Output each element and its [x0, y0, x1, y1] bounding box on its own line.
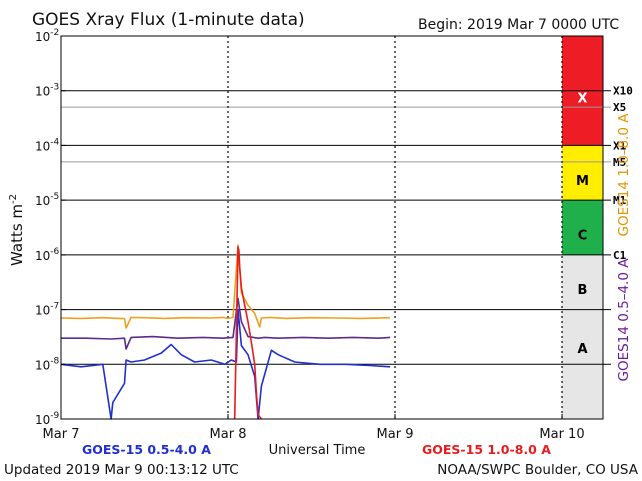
series-line-2: [61, 297, 391, 350]
y-tick-label: 10-3: [35, 83, 59, 99]
x-tick-label: Mar 9: [377, 427, 414, 442]
series-line-4: [233, 246, 263, 420]
x-tick-label: Mar 8: [210, 427, 247, 442]
y-axis: 10-9 10-8 10-7 10-6 10-5 10-4 10-3 10-2: [35, 28, 66, 427]
class-label-a: A: [577, 342, 587, 357]
y-tick-label: 10-6: [35, 247, 60, 263]
y-tick-label: 10-8: [35, 356, 60, 372]
y-axis-label-base: Watts m: [8, 204, 26, 266]
x-tick-label: Mar 10: [539, 427, 584, 442]
begin-time: Begin: 2019 Mar 7 0000 UTC: [418, 17, 619, 33]
y-tick-label: 10-7: [35, 302, 59, 318]
y-tick-label: 10-5: [35, 192, 59, 208]
plot-frame: [60, 35, 604, 420]
x-tick-label: Mar 7: [43, 427, 80, 442]
class-label-m: M: [576, 174, 589, 189]
legend-item: GOES-15 0.5-4.0 A: [82, 442, 211, 457]
plot-grid: [61, 36, 611, 419]
right-axis-label: GOES14 0.5–4.0 A: [616, 258, 632, 382]
flare-level-m1: M1: [613, 194, 627, 207]
legend: GOES-15 0.5-4.0 A GOES-15 1.0-8.0 A: [82, 442, 551, 457]
y-axis-label-exp: -2: [8, 194, 19, 204]
flare-level-c1: C1: [613, 249, 627, 262]
class-label-x: X: [577, 92, 587, 107]
legend-item: GOES-15 1.0-8.0 A: [422, 442, 551, 457]
class-label-b: B: [578, 283, 588, 298]
flare-level-x10: X10: [613, 85, 633, 98]
chart-title: GOES Xray Flux (1-minute data): [32, 10, 305, 30]
credit: NOAA/SWPC Boulder, CO USA: [437, 462, 639, 478]
series-layer: [60, 244, 391, 420]
flare-class-bands: X M C B A: [562, 36, 603, 419]
class-band-m: [562, 145, 603, 201]
x-axis-label: Universal Time: [269, 443, 366, 458]
y-tick-label: 10-9: [35, 411, 60, 427]
class-band-c: [562, 200, 603, 255]
right-axis-labels: GOES14 1.0–8.0 A GOES14 0.5–4.0 A: [616, 113, 632, 382]
flare-level-labels: X10 X5 X1 M5 M1 C1: [613, 85, 633, 262]
y-axis-label: Watts m-2: [8, 194, 26, 266]
class-label-c: C: [578, 229, 588, 244]
flare-level-m5: M5: [613, 156, 626, 169]
y-tick-label: 10-2: [35, 28, 59, 44]
updated-time: Updated 2019 Mar 9 00:13:12 UTC: [4, 462, 239, 478]
flare-level-x5: X5: [613, 101, 626, 114]
x-axis: Mar 7 Mar 8 Mar 9 Mar 10: [43, 414, 585, 442]
y-tick-label: 10-4: [35, 137, 60, 153]
right-axis-label: GOES14 1.0–8.0 A: [616, 113, 632, 237]
flare-level-x1: X1: [613, 139, 627, 152]
series-line-3: [60, 308, 391, 420]
series-line-1: [60, 244, 391, 329]
class-band-b: [562, 254, 603, 310]
